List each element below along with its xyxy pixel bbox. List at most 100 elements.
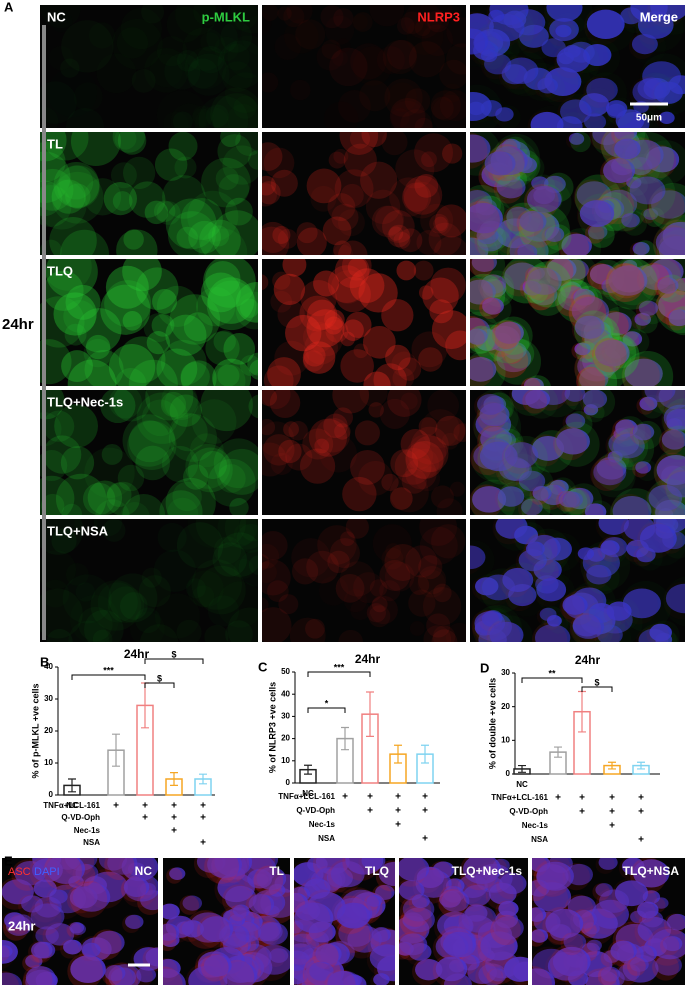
cell-signal xyxy=(324,316,343,335)
nucleus xyxy=(525,541,545,557)
cell-signal xyxy=(514,244,535,255)
cell-signal xyxy=(200,272,241,313)
cell-signal xyxy=(481,149,513,181)
cell-signal xyxy=(57,165,100,209)
nucleus xyxy=(562,595,588,615)
cell-signal xyxy=(289,617,326,642)
treatment-name: TNFα+LCL-161 xyxy=(491,793,548,802)
cell-signal xyxy=(343,143,377,177)
cell-signal xyxy=(203,259,256,308)
cell-signal xyxy=(347,259,368,278)
nucleus xyxy=(336,902,371,929)
cell-signal xyxy=(204,624,229,642)
nucleus xyxy=(493,916,524,940)
cell-signal xyxy=(285,314,322,352)
cell-signal xyxy=(324,309,345,330)
cell-signal xyxy=(627,957,646,976)
treatment-name: Nec-1s xyxy=(522,821,549,830)
cell-signal xyxy=(291,558,319,585)
nucleus xyxy=(145,947,158,967)
cell-signal xyxy=(180,360,217,386)
cell-signal xyxy=(381,547,404,570)
cell-signal xyxy=(565,133,582,149)
nucleus xyxy=(488,9,505,23)
panel-label: C xyxy=(258,659,268,674)
nucleus xyxy=(163,968,186,985)
cell-signal xyxy=(482,294,512,324)
nucleus xyxy=(470,203,503,234)
cell-signal xyxy=(623,328,650,355)
cell-signal xyxy=(235,291,258,330)
cell-signal xyxy=(591,453,636,498)
cell-signal xyxy=(9,914,30,935)
nucleus xyxy=(315,943,342,965)
cell-signal xyxy=(400,429,431,459)
nucleus xyxy=(471,259,497,272)
nucleus xyxy=(378,861,395,887)
treatment-mark: + xyxy=(200,813,206,824)
cell-signal xyxy=(470,328,485,350)
cell-signal xyxy=(471,259,506,283)
cell-signal xyxy=(417,565,447,595)
cell-signal xyxy=(389,177,429,217)
y-tick-label: 30 xyxy=(281,712,290,721)
cell-signal xyxy=(218,448,258,495)
image-content xyxy=(40,132,258,255)
cell-signal xyxy=(189,433,224,468)
cell-signal xyxy=(632,461,649,478)
row-label: NC xyxy=(47,9,66,24)
cell-signal xyxy=(337,209,365,237)
micrograph xyxy=(262,5,466,128)
cell-signal xyxy=(283,421,299,438)
treatment-mark: + xyxy=(579,793,585,804)
cell-signal xyxy=(198,228,248,255)
cell-signal xyxy=(141,399,179,437)
cell-signal xyxy=(519,206,555,243)
cell-signal xyxy=(296,222,318,244)
significance-label: $ xyxy=(157,673,162,683)
nucleus xyxy=(232,904,250,918)
cell-signal xyxy=(213,438,258,489)
panel-label: E xyxy=(4,853,13,868)
nucleus xyxy=(586,939,602,952)
cell-signal xyxy=(136,392,189,444)
cell-signal xyxy=(381,132,408,156)
cell-signal xyxy=(85,334,111,360)
nucleus xyxy=(657,277,679,294)
cell-signal xyxy=(277,228,298,249)
cell-signal xyxy=(302,428,334,460)
nucleus xyxy=(658,111,675,124)
nucleus xyxy=(309,961,334,981)
cell-signal xyxy=(479,297,501,320)
row-label: TLQ xyxy=(47,263,73,278)
cell-signal xyxy=(40,493,65,515)
cell-signal xyxy=(262,418,276,436)
cell-signal xyxy=(191,559,243,610)
cell-signal xyxy=(187,190,239,242)
cell-signal xyxy=(381,473,399,492)
cell-signal xyxy=(366,942,395,977)
nucleus xyxy=(371,927,392,943)
significance-bracket xyxy=(144,682,175,688)
cell-signal xyxy=(554,421,600,467)
cell-signal xyxy=(309,323,343,357)
cell-signal xyxy=(65,183,91,209)
cell-signal xyxy=(277,6,292,21)
cell-signal xyxy=(329,47,368,87)
nucleus xyxy=(63,939,83,955)
cell-signal xyxy=(191,399,237,444)
nucleus xyxy=(526,185,562,213)
cell-signal xyxy=(576,366,606,386)
nucleus xyxy=(586,77,618,103)
nucleus xyxy=(606,601,632,621)
cell-signal xyxy=(248,150,258,170)
y-tick-label: 30 xyxy=(44,694,53,703)
micrograph xyxy=(470,132,685,255)
nucleus xyxy=(163,903,180,920)
cell-signal xyxy=(643,390,685,414)
nucleus xyxy=(632,423,655,441)
cell-signal xyxy=(397,357,422,381)
cell-signal xyxy=(493,174,523,204)
cell-signal xyxy=(358,858,383,875)
